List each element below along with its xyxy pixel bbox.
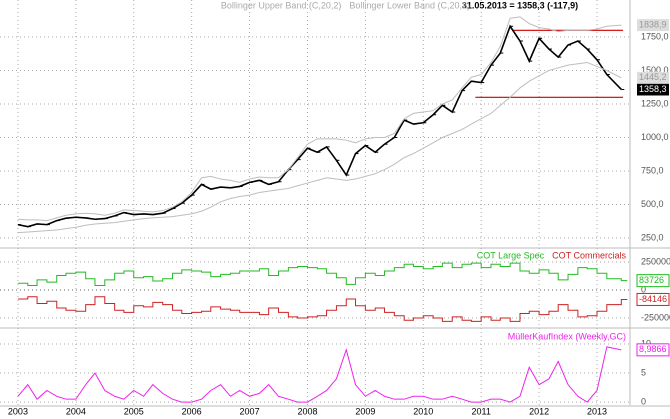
series-line bbox=[17, 262, 628, 287]
series-line bbox=[17, 296, 628, 322]
x-tick-label: 2009 bbox=[355, 406, 375, 416]
y-tick-label: -250000 bbox=[641, 312, 670, 322]
y-tick-label: 1750,0 bbox=[641, 31, 669, 41]
x-tick-label: 2007 bbox=[240, 406, 260, 416]
y-tick-label: 250,0 bbox=[641, 232, 664, 242]
series-line bbox=[17, 24, 622, 228]
header-annotation: 31.05.2013 = 1358,3 (-117,9) bbox=[462, 0, 578, 10]
y-tick-label: 1000,0 bbox=[641, 132, 669, 142]
y-tick-label: 10 bbox=[641, 338, 651, 348]
legend-entry: Bollinger Lower Band (C,20,2) bbox=[349, 0, 470, 10]
y-tick-label: 1250,0 bbox=[641, 98, 669, 108]
legend-entry: MüllerKaufIndex (Weekly,GC) bbox=[508, 331, 626, 341]
x-tick-label: 2013 bbox=[587, 406, 607, 416]
series-line bbox=[17, 346, 622, 403]
x-tick-label: 2004 bbox=[66, 406, 86, 416]
x-tick-label: 2012 bbox=[529, 406, 549, 416]
y-tick-label: 750,0 bbox=[641, 165, 664, 175]
last-value-label: 1838,9 bbox=[639, 19, 667, 29]
x-tick-label: 2005 bbox=[124, 406, 144, 416]
x-tick-label: 2008 bbox=[297, 406, 317, 416]
last-value-label: 83726 bbox=[639, 275, 664, 285]
x-tick-label: 2011 bbox=[472, 406, 491, 416]
last-value-box bbox=[636, 343, 670, 357]
last-value-box bbox=[636, 274, 670, 288]
series-line bbox=[17, 61, 622, 234]
y-tick-label: 1500,0 bbox=[641, 65, 669, 75]
y-tick-label: 250000 bbox=[641, 256, 670, 266]
legend-entry: COT Large Spec bbox=[477, 250, 545, 260]
y-tick-label: 500,0 bbox=[641, 199, 664, 209]
last-value-label: 1358,3 bbox=[639, 84, 667, 94]
x-tick-label: 2010 bbox=[413, 406, 433, 416]
last-value-box bbox=[637, 19, 669, 32]
x-tick-label: 2006 bbox=[182, 406, 202, 416]
last-value-label: -84146 bbox=[639, 294, 667, 304]
last-value-label: 8,9866 bbox=[639, 344, 667, 354]
last-value-box bbox=[637, 83, 669, 96]
y-tick-label: 0 bbox=[641, 396, 646, 406]
y-tick-label: 5 bbox=[641, 367, 646, 377]
last-value-box bbox=[637, 71, 669, 84]
legend-entry: Bollinger Upper Band (C,20,2) bbox=[221, 0, 342, 10]
legend-entry: COT Commercials bbox=[552, 250, 626, 260]
y-tick-label: 0 bbox=[641, 284, 646, 294]
series-line bbox=[17, 16, 622, 222]
x-tick-label: 2003 bbox=[8, 406, 28, 416]
last-value-box bbox=[636, 292, 670, 306]
last-value-label: 1445,2 bbox=[639, 72, 667, 82]
